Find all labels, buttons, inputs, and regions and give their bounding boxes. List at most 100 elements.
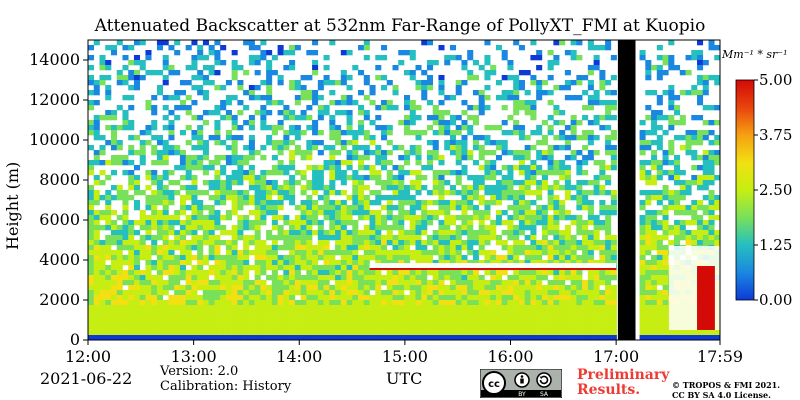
- heatmap-cell: [530, 100, 537, 106]
- heatmap-cell: [490, 280, 497, 286]
- heatmap-cell: [197, 270, 204, 276]
- heatmap-cell: [369, 315, 376, 321]
- heatmap-cell: [375, 300, 382, 306]
- heatmap-cell: [162, 175, 169, 181]
- heatmap-cell: [277, 125, 284, 131]
- heatmap-cell: [254, 290, 261, 296]
- heatmap-cell: [553, 185, 560, 191]
- heatmap-cell: [277, 200, 284, 206]
- heatmap-cell: [254, 275, 261, 281]
- heatmap-cell: [225, 195, 232, 201]
- heatmap-cell: [409, 110, 416, 116]
- heatmap-cell: [237, 255, 244, 261]
- heatmap-cell: [455, 175, 462, 181]
- heatmap-cell: [346, 305, 353, 311]
- heatmap-cell: [438, 175, 445, 181]
- heatmap-cell: [524, 300, 531, 306]
- heatmap-cell: [409, 145, 416, 151]
- heatmap-cell: [599, 80, 606, 86]
- heatmap-cell: [432, 270, 439, 276]
- heatmap-cell: [243, 250, 250, 256]
- heatmap-cell: [122, 65, 129, 71]
- heatmap-cell: [645, 310, 652, 316]
- heatmap-cell: [507, 180, 514, 186]
- heatmap-cell: [553, 40, 560, 46]
- heatmap-cell: [214, 255, 221, 261]
- heatmap-cell: [651, 190, 658, 196]
- heatmap-cell: [346, 110, 353, 116]
- heatmap-cell: [455, 145, 462, 151]
- heatmap-cell: [128, 85, 135, 91]
- heatmap-cell: [237, 80, 244, 86]
- heatmap-cell: [225, 110, 232, 116]
- heatmap-cell: [478, 250, 485, 256]
- heatmap-cell: [162, 225, 169, 231]
- heatmap-cell: [185, 295, 192, 301]
- heatmap-cell: [335, 230, 342, 236]
- heatmap-cell: [312, 175, 319, 181]
- heatmap-cell: [248, 165, 255, 171]
- heatmap-cell: [702, 90, 709, 96]
- heatmap-cell: [438, 240, 445, 246]
- heatmap-cell: [444, 215, 451, 221]
- heatmap-cell: [105, 220, 112, 226]
- heatmap-cell: [541, 120, 548, 126]
- heatmap-cell: [197, 235, 204, 241]
- heatmap-cell: [248, 225, 255, 231]
- heatmap-cell: [541, 320, 548, 326]
- heatmap-cell: [438, 155, 445, 161]
- heatmap-cell: [277, 165, 284, 171]
- heatmap-cell: [685, 130, 692, 136]
- heatmap-cell: [231, 205, 238, 211]
- heatmap-cell: [461, 155, 468, 161]
- heatmap-cell: [547, 330, 554, 336]
- heatmap-cell: [386, 200, 393, 206]
- heatmap-cell: [312, 60, 319, 66]
- heatmap-cell: [645, 335, 652, 341]
- heatmap-cell: [455, 325, 462, 331]
- heatmap-cell: [202, 65, 209, 71]
- heatmap-cell: [409, 290, 416, 296]
- heatmap-cell: [300, 335, 307, 341]
- heatmap-cell: [674, 200, 681, 206]
- heatmap-cell: [582, 290, 589, 296]
- heatmap-cell: [524, 320, 531, 326]
- heatmap-cell: [438, 160, 445, 166]
- heatmap-cell: [404, 100, 411, 106]
- heatmap-cell: [587, 310, 594, 316]
- heatmap-cell: [639, 170, 646, 176]
- cc-license-badge[interactable]: cc BY SA: [480, 369, 562, 398]
- heatmap-cell: [478, 150, 485, 156]
- heatmap-cell: [202, 215, 209, 221]
- heatmap-cell: [214, 220, 221, 226]
- heatmap-cell: [162, 265, 169, 271]
- heatmap-cell: [656, 75, 663, 81]
- heatmap-cell: [369, 170, 376, 176]
- heatmap-cell: [415, 290, 422, 296]
- heatmap-cell: [645, 140, 652, 146]
- heatmap-cell: [340, 145, 347, 151]
- heatmap-cell: [300, 285, 307, 291]
- heatmap-cell: [587, 40, 594, 46]
- heatmap-cell: [283, 325, 290, 331]
- heatmap-cell: [283, 50, 290, 56]
- heatmap-cell: [685, 180, 692, 186]
- heatmap-cell: [277, 140, 284, 146]
- heatmap-cell: [530, 210, 537, 216]
- heatmap-cell: [449, 315, 457, 321]
- heatmap-cell: [151, 135, 158, 141]
- heatmap-cell: [564, 250, 571, 256]
- heatmap-cell: [289, 110, 296, 116]
- heatmap-cell: [208, 70, 215, 76]
- heatmap-cell: [679, 145, 686, 151]
- heatmap-cell: [570, 135, 577, 141]
- heatmap-cell: [145, 170, 152, 176]
- heatmap-cell: [662, 270, 669, 276]
- heatmap-cell: [513, 280, 520, 286]
- heatmap-cell: [386, 325, 393, 331]
- heatmap-cell: [283, 255, 290, 261]
- heatmap-cell: [346, 280, 353, 286]
- heatmap-cell: [363, 290, 370, 296]
- heatmap-cell: [294, 130, 301, 136]
- heatmap-cell: [472, 215, 479, 221]
